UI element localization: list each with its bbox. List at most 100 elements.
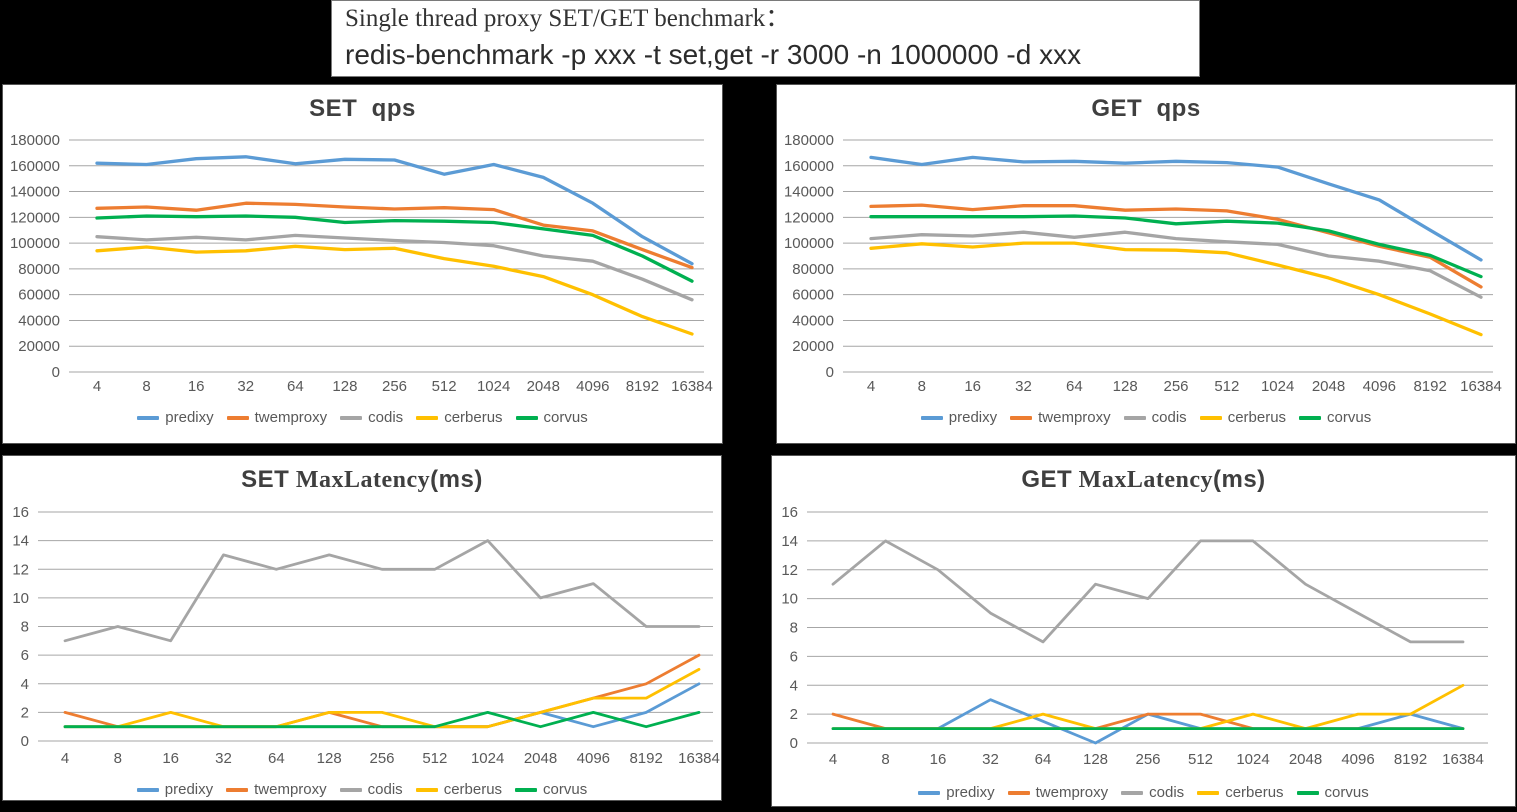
- legend-line-swatch: [1010, 415, 1033, 420]
- x-axis-label: 32: [1015, 378, 1032, 395]
- x-axis-label: 64: [268, 750, 285, 767]
- x-axis-label: 1024: [471, 750, 504, 767]
- legend-label: predixy: [948, 409, 998, 426]
- chart-title-bold: (ms): [1212, 466, 1266, 493]
- x-axis-label: 32: [237, 378, 254, 395]
- legend-item-codis: codis: [1121, 784, 1184, 801]
- y-axis-label: 100000: [10, 235, 60, 252]
- legend-label: codis: [1151, 409, 1187, 426]
- legend-label: corvus: [543, 781, 588, 798]
- legend-line-swatch: [1296, 790, 1319, 795]
- legend-item-predixy: predixy: [918, 784, 995, 801]
- legend-item-twemproxy: twemproxy: [226, 781, 327, 798]
- x-axis-label: 2048: [524, 750, 557, 767]
- legend-line-swatch: [415, 787, 438, 792]
- y-axis-label: 120000: [10, 209, 60, 226]
- legend-line-swatch: [1007, 790, 1030, 795]
- legend-item-predixy: predixy: [137, 409, 214, 426]
- x-axis-label: 64: [1035, 751, 1052, 768]
- y-axis-label: 40000: [792, 312, 834, 329]
- x-axis-label: 1024: [477, 378, 510, 395]
- y-axis-label: 80000: [18, 261, 60, 278]
- x-axis-label: 256: [1163, 378, 1188, 395]
- x-axis-label: 256: [1135, 751, 1160, 768]
- legend: predixy twemproxy codis cerberus corvus: [3, 409, 722, 426]
- x-axis-label: 512: [432, 378, 457, 395]
- legend-item-twemproxy: twemproxy: [1010, 409, 1111, 426]
- legend-item-codis: codis: [1123, 409, 1187, 426]
- chart-title-serif: MaxLatency: [289, 467, 431, 493]
- x-axis-label: 16: [162, 750, 179, 767]
- y-axis-label: 20000: [18, 338, 60, 355]
- y-axis-label: 0: [52, 364, 60, 381]
- plot-area: 0 2 4 6 8 10 12 14 16 4 8 16 32 64 128 256 512 1024 2048 40…: [781, 504, 1488, 768]
- legend: predixy twemproxy codis cerberus corvus: [3, 781, 721, 798]
- chart-title: GET qps: [777, 95, 1515, 123]
- x-axis-label: 8192: [1394, 751, 1427, 768]
- legend-line-swatch: [416, 415, 439, 420]
- legend: predixy twemproxy codis cerberus corvus: [777, 409, 1515, 426]
- series-line-twemproxy: [95, 201, 694, 270]
- legend-label: twemproxy: [1038, 409, 1111, 426]
- x-axis-label: 16384: [678, 750, 720, 767]
- legend-line-swatch: [340, 415, 363, 420]
- y-axis-label: 8: [790, 620, 798, 637]
- x-axis-label: 4096: [1363, 378, 1396, 395]
- legend-item-corvus: corvus: [515, 409, 588, 426]
- chart-title: SET qps: [3, 95, 722, 123]
- legend-line-swatch: [226, 787, 249, 792]
- legend-line-swatch: [339, 787, 362, 792]
- y-axis-label: 0: [790, 735, 798, 752]
- legend-line-swatch: [920, 415, 943, 420]
- plot-area: 0 20000 40000 60000 80000 100000 120000 140000 1…: [784, 132, 1502, 395]
- benchmark-title-box: Single thread proxy SET/GET benchmark： r…: [331, 0, 1200, 77]
- y-axis-label: 140000: [784, 184, 834, 201]
- x-axis-label: 2048: [1289, 751, 1322, 768]
- x-axis-label: 2048: [527, 378, 560, 395]
- legend: predixy twemproxy codis cerberus corvus: [772, 784, 1515, 801]
- x-axis-label: 128: [1083, 751, 1108, 768]
- x-axis-label: 128: [1113, 378, 1138, 395]
- x-axis-label: 256: [369, 750, 394, 767]
- y-axis-label: 20000: [792, 338, 834, 355]
- legend-label: codis: [368, 409, 404, 426]
- y-axis-label: 16: [12, 504, 29, 521]
- legend-line-swatch: [136, 787, 159, 792]
- chart-title-bold: GET: [1021, 466, 1073, 493]
- x-axis-label: 8: [142, 378, 150, 395]
- series-line-predixy: [869, 155, 1483, 262]
- y-axis-label: 10: [781, 591, 798, 608]
- y-axis-label: 2: [21, 704, 29, 721]
- x-axis-label: 4096: [577, 750, 610, 767]
- y-axis-label: 160000: [784, 158, 834, 175]
- legend-label: corvus: [1327, 409, 1372, 426]
- legend-line-swatch: [1123, 415, 1146, 420]
- series-line-codis: [95, 233, 694, 302]
- series-line-corvus: [869, 214, 1483, 279]
- x-axis-label: 4: [867, 378, 875, 395]
- y-axis-label: 4: [21, 676, 29, 693]
- legend-item-predixy: predixy: [920, 409, 998, 426]
- legend-line-swatch: [1197, 790, 1220, 795]
- y-axis-label: 120000: [784, 209, 834, 226]
- legend-label: cerberus: [1225, 784, 1284, 801]
- chart-title-bold: SET: [309, 95, 358, 122]
- x-axis-label: 1024: [1261, 378, 1294, 395]
- y-axis-label: 100000: [784, 235, 834, 252]
- chart-panel-get-qps: GET qps 0 20000 40000 60000 80000 100000 120000…: [776, 84, 1516, 444]
- x-axis-label: 16: [188, 378, 205, 395]
- x-axis-label: 8192: [629, 750, 662, 767]
- x-axis-label: 4: [829, 751, 837, 768]
- legend-label: cerberus: [1227, 409, 1287, 426]
- chart-title-serif: MaxLatency: [1072, 467, 1213, 493]
- legend-item-cerberus: cerberus: [1199, 409, 1287, 426]
- x-axis-label: 8: [881, 751, 889, 768]
- legend-item-corvus: corvus: [515, 781, 587, 798]
- y-axis-label: 60000: [18, 287, 60, 304]
- chart-panel-set-maxlatency: SET MaxLatency(ms) 0 2 4 6 8 10 12 14 16 4 8 16 32 64 1…: [2, 455, 722, 801]
- y-axis-label: 8: [21, 619, 29, 636]
- x-axis-label: 32: [982, 751, 999, 768]
- legend-item-cerberus: cerberus: [416, 409, 503, 426]
- x-axis-label: 4: [61, 750, 69, 767]
- series-line-cerberus: [63, 667, 701, 729]
